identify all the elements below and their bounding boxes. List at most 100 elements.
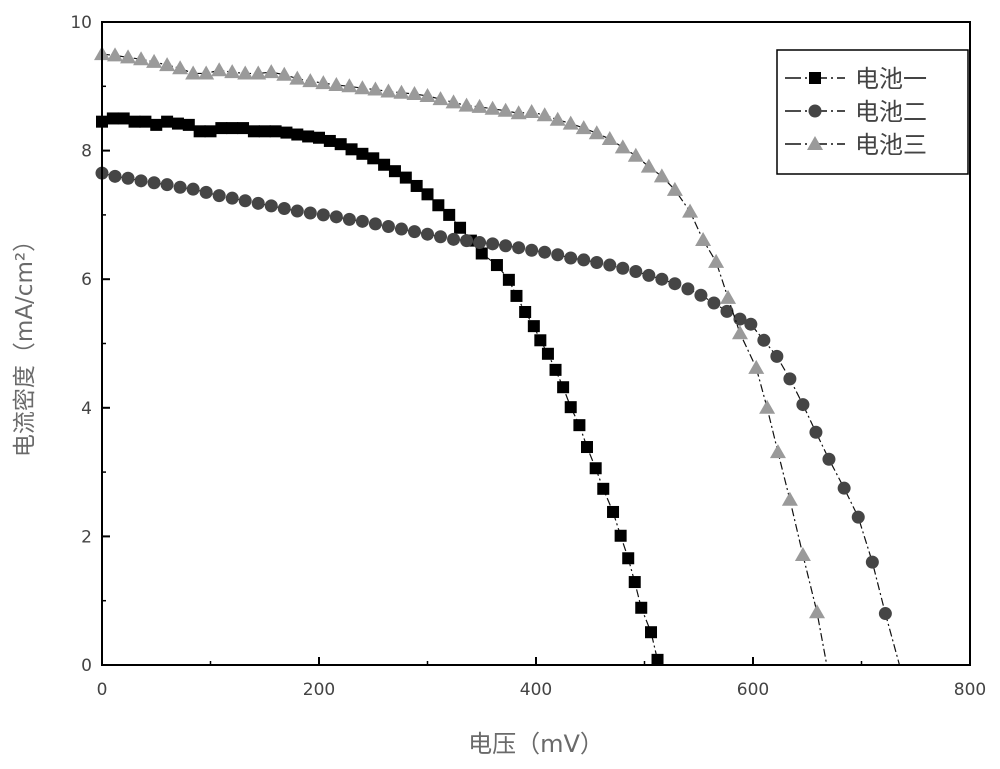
data-point bbox=[601, 131, 618, 146]
data-point bbox=[475, 247, 488, 260]
data-point bbox=[224, 64, 241, 79]
data-point bbox=[510, 105, 527, 120]
legend-label: 电池一 bbox=[855, 65, 927, 93]
data-point bbox=[614, 139, 631, 154]
data-point bbox=[225, 191, 239, 205]
data-point bbox=[237, 122, 250, 135]
y-tick-label: 8 bbox=[81, 142, 92, 162]
data-point bbox=[173, 180, 187, 194]
data-point bbox=[264, 199, 278, 213]
data-point bbox=[146, 53, 163, 68]
data-point bbox=[499, 239, 513, 253]
data-point bbox=[720, 304, 734, 318]
data-point bbox=[651, 653, 664, 666]
data-point bbox=[302, 73, 319, 88]
x-axis-label: 电压（mV） bbox=[468, 730, 604, 758]
data-point bbox=[212, 189, 226, 203]
data-point bbox=[226, 122, 239, 135]
data-point bbox=[215, 122, 228, 135]
data-point bbox=[635, 601, 648, 614]
data-point bbox=[323, 134, 336, 147]
data-point bbox=[198, 65, 215, 80]
data-point bbox=[603, 258, 617, 272]
data-point bbox=[199, 185, 213, 199]
data-point bbox=[432, 91, 449, 106]
data-point bbox=[432, 199, 445, 212]
data-point bbox=[290, 204, 304, 218]
data-point bbox=[629, 264, 643, 278]
y-tick-label: 10 bbox=[70, 13, 92, 33]
data-point bbox=[794, 547, 811, 562]
series-3 bbox=[94, 46, 828, 666]
data-point bbox=[159, 57, 176, 72]
data-point bbox=[851, 510, 865, 524]
data-point bbox=[315, 75, 332, 90]
data-point bbox=[150, 118, 163, 131]
data-point bbox=[878, 607, 892, 621]
data-point bbox=[355, 214, 369, 228]
data-point bbox=[486, 237, 500, 251]
y-tick-label: 2 bbox=[81, 527, 92, 547]
legend-marker bbox=[809, 72, 821, 84]
data-point bbox=[367, 152, 380, 165]
series-layer bbox=[94, 46, 901, 666]
data-point bbox=[640, 158, 657, 173]
data-point bbox=[421, 227, 434, 241]
data-point bbox=[549, 111, 566, 126]
data-point bbox=[381, 219, 395, 233]
data-point bbox=[367, 81, 384, 96]
data-point bbox=[622, 552, 635, 565]
data-point bbox=[354, 80, 371, 95]
data-point bbox=[334, 138, 347, 151]
data-point bbox=[121, 171, 135, 185]
legend-label: 电池二 bbox=[855, 98, 927, 126]
data-point bbox=[117, 112, 130, 125]
data-point bbox=[490, 259, 503, 272]
series-line bbox=[101, 53, 828, 666]
y-tick-label: 0 bbox=[81, 656, 92, 676]
data-point bbox=[454, 221, 467, 234]
data-point bbox=[523, 104, 540, 119]
data-point bbox=[668, 277, 682, 291]
data-point bbox=[642, 268, 656, 282]
data-point bbox=[237, 65, 254, 80]
data-point bbox=[695, 231, 712, 246]
data-point bbox=[708, 253, 725, 268]
data-point bbox=[185, 65, 202, 80]
data-point bbox=[770, 349, 784, 363]
data-point bbox=[733, 312, 747, 326]
data-point bbox=[484, 100, 501, 115]
data-point bbox=[171, 117, 184, 130]
legend-item: 电池三 bbox=[785, 131, 927, 159]
data-point bbox=[120, 49, 137, 64]
data-point bbox=[497, 102, 514, 117]
data-point bbox=[342, 212, 356, 226]
data-point bbox=[378, 158, 391, 171]
data-point bbox=[434, 230, 448, 244]
data-point bbox=[666, 181, 683, 196]
series-line bbox=[101, 117, 659, 660]
data-point bbox=[303, 206, 317, 220]
data-point bbox=[748, 359, 765, 374]
data-point bbox=[211, 62, 228, 77]
data-point bbox=[316, 208, 330, 222]
data-point bbox=[564, 251, 578, 265]
data-point bbox=[510, 289, 523, 302]
data-point bbox=[406, 86, 423, 101]
data-point bbox=[107, 47, 124, 62]
data-point bbox=[251, 196, 265, 210]
data-point bbox=[302, 130, 315, 143]
data-point bbox=[394, 222, 408, 236]
data-point bbox=[549, 363, 562, 376]
data-point bbox=[443, 208, 456, 221]
data-point bbox=[368, 217, 382, 231]
data-point bbox=[502, 273, 515, 286]
data-point bbox=[744, 317, 758, 331]
data-point bbox=[380, 83, 397, 98]
data-point bbox=[731, 325, 748, 340]
data-point bbox=[473, 236, 487, 250]
data-point bbox=[133, 51, 150, 66]
data-point bbox=[781, 491, 798, 506]
data-point bbox=[655, 272, 669, 286]
